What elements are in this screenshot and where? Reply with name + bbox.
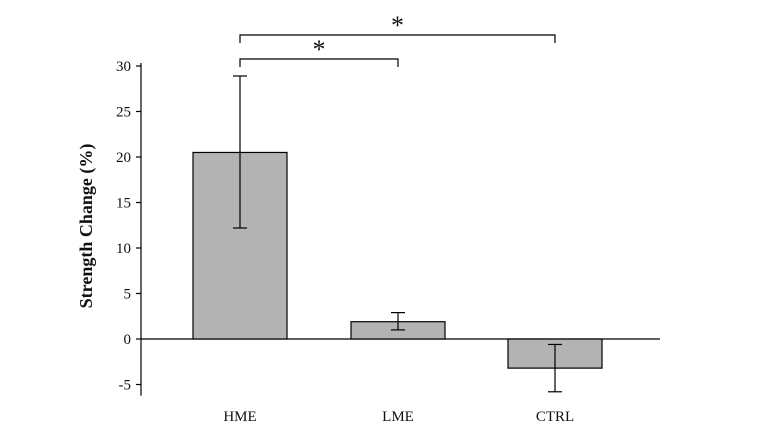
y-tick-label: 15 [116, 196, 131, 212]
y-tick-label: -5 [119, 378, 132, 394]
error-bar-ctrl [548, 343, 562, 393]
x-category-label: LME [382, 409, 414, 425]
significance-star: * [391, 11, 404, 40]
bars: HME LME CTRL [192, 151, 603, 425]
y-tick-label: 20 [116, 150, 131, 166]
significance-brackets: ** [239, 11, 556, 67]
x-category-label: CTRL [536, 409, 574, 425]
y-axis-label: Strength Change (%) [76, 144, 97, 309]
y-tick-label: 0 [124, 332, 132, 348]
error-bar-hme [233, 75, 247, 229]
y-tick-label: 30 [116, 59, 131, 75]
significance-star: * [313, 35, 326, 64]
significance-bracket: * [239, 11, 556, 43]
error-bar-lme [391, 312, 405, 331]
error-bars [233, 75, 562, 393]
y-tick-label: 25 [116, 105, 131, 121]
y-tick-label: 10 [116, 241, 131, 257]
significance-bracket: * [239, 35, 399, 67]
y-tick-label: 5 [124, 287, 132, 303]
x-category-label: HME [223, 409, 256, 425]
